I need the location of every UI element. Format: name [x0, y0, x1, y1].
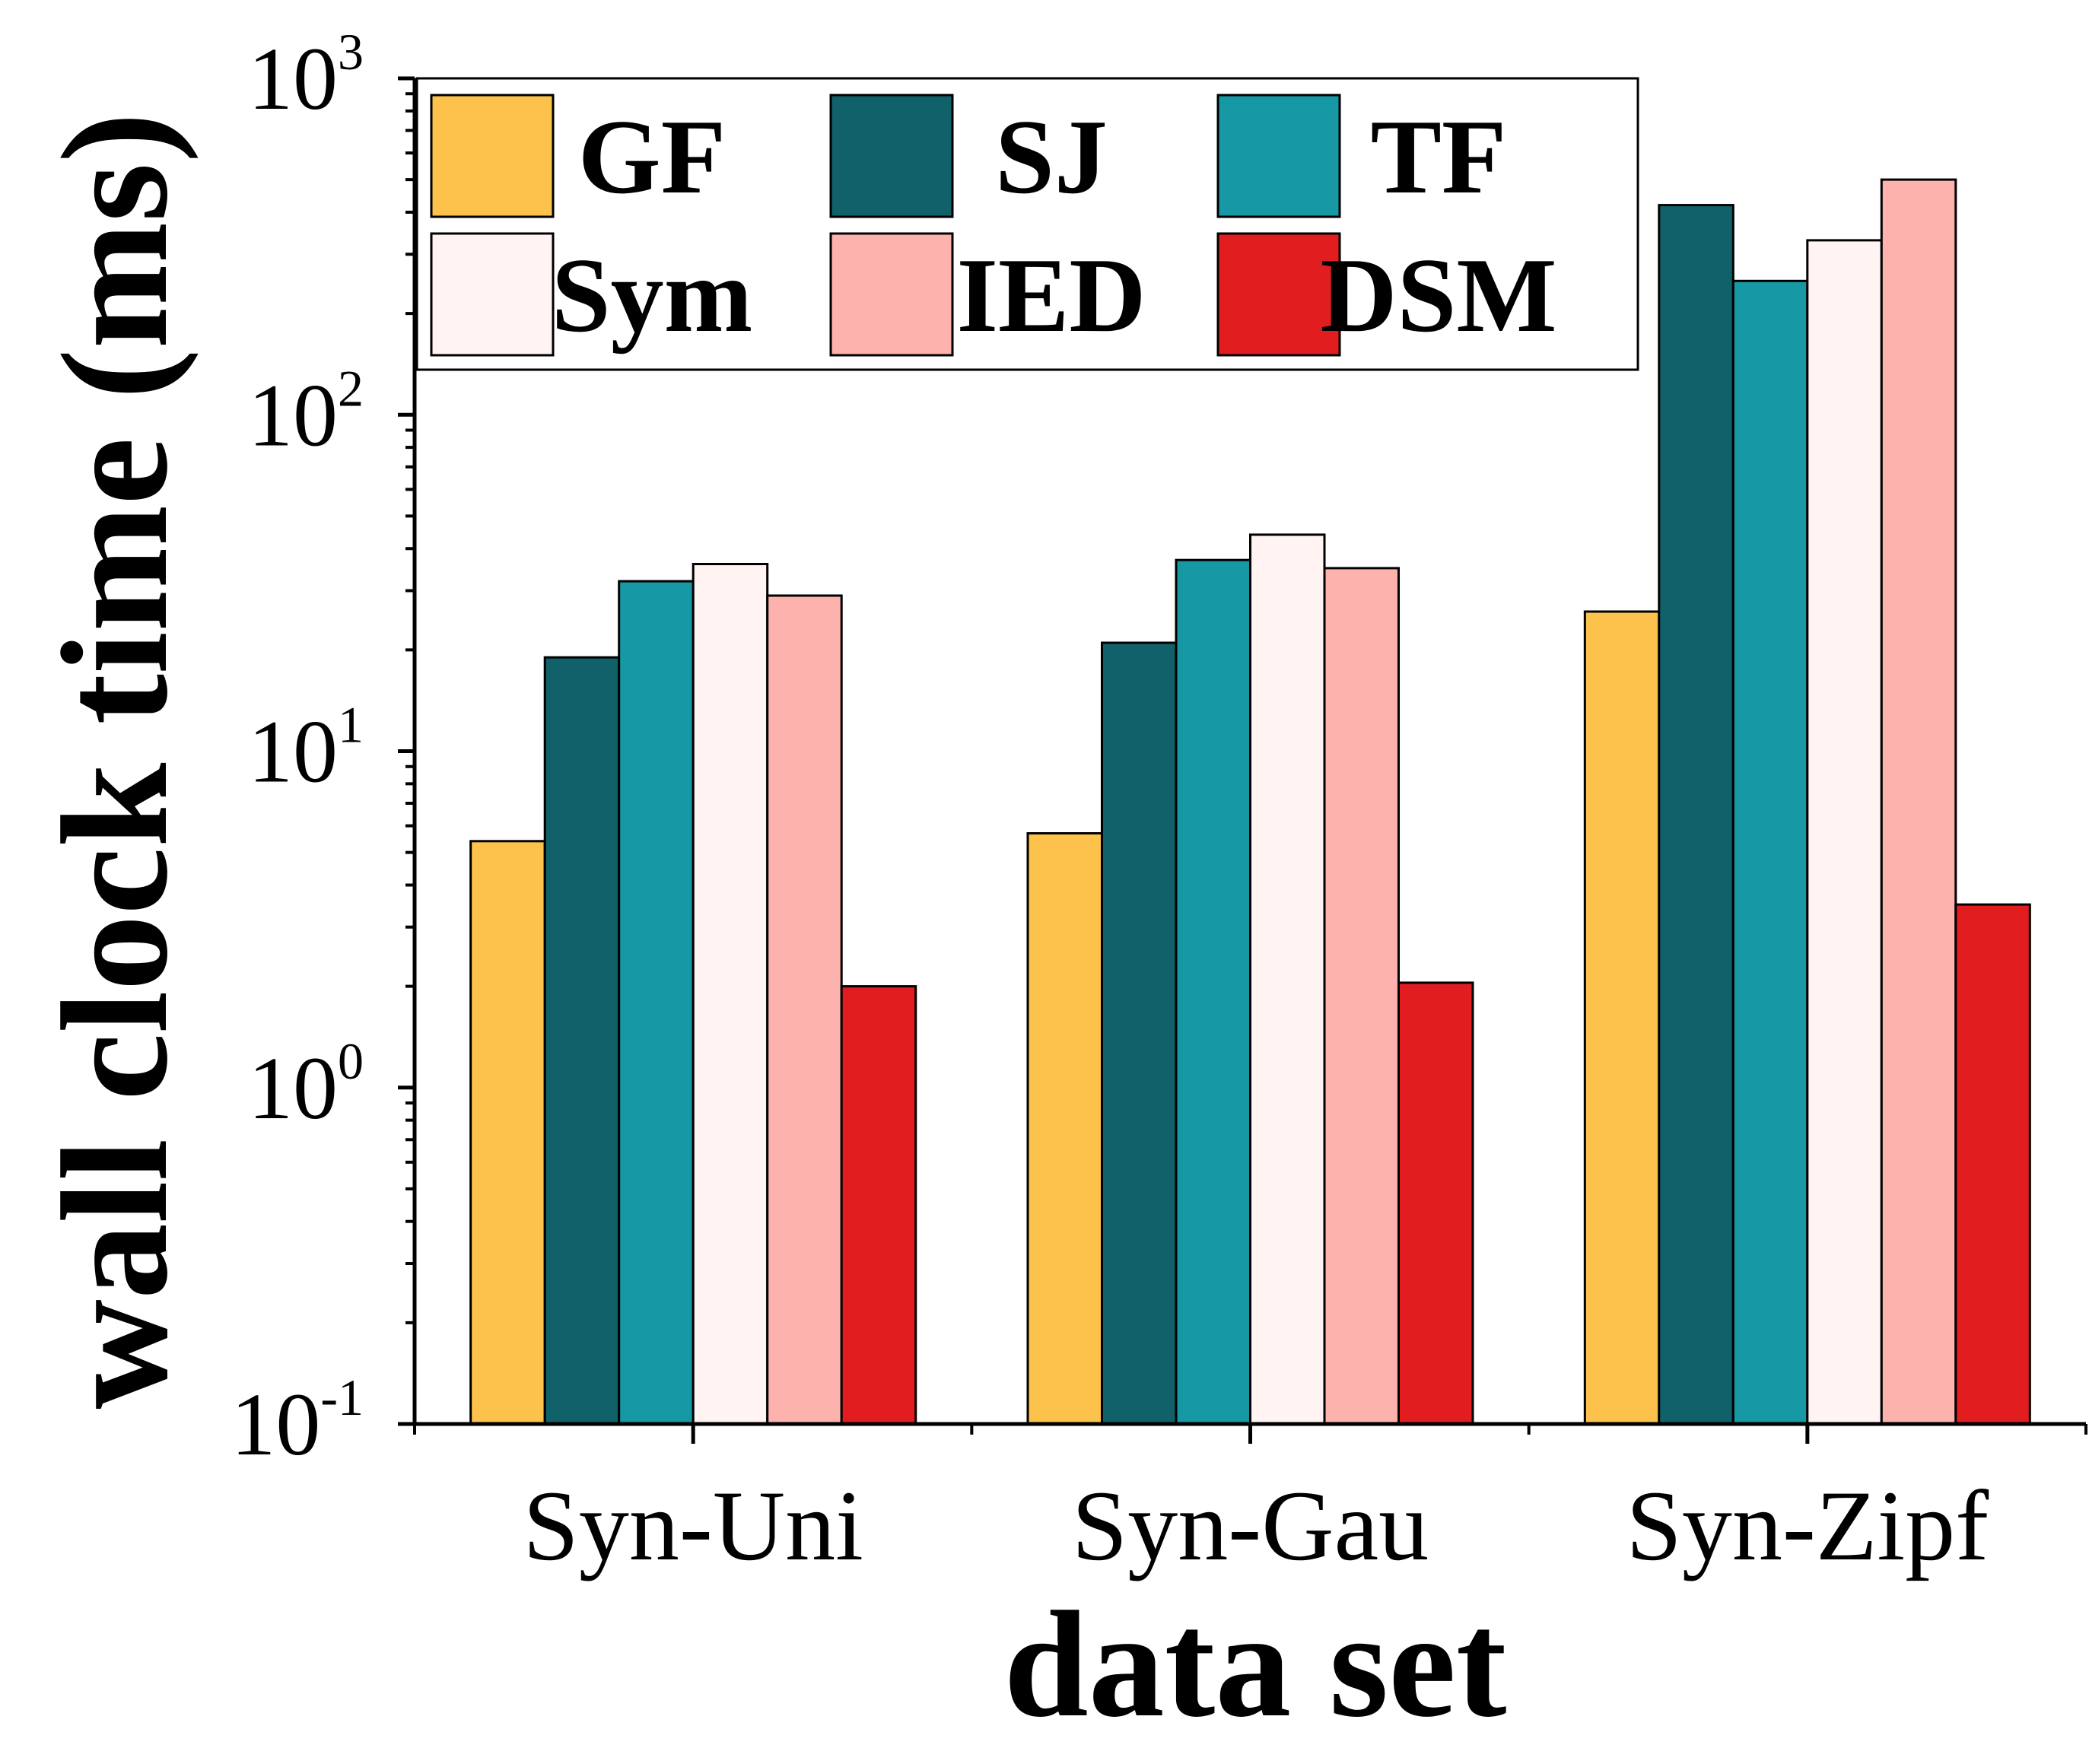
y-tick-labels: 10-1 100 101 102 103: [231, 23, 364, 1474]
legend-label-sym: Sym: [552, 237, 752, 354]
legend-label-dsm: DSM: [1320, 237, 1556, 354]
legend-swatch-dsm: [1216, 232, 1341, 357]
legend-box: [415, 77, 1639, 371]
y-axis-title: wall clock time (ms): [31, 112, 199, 1409]
legend-swatch-sj: [829, 94, 954, 218]
bar-ied-syn-gau: [1323, 567, 1400, 1426]
bar-tf-syn-gau: [1175, 558, 1251, 1426]
bar-sym-syn-gau: [1249, 533, 1326, 1426]
axes: [398, 76, 2087, 1444]
bar-sym-syn-zipf: [1806, 239, 1883, 1426]
bar-dsm-syn-gau: [1397, 981, 1474, 1426]
legend-label-sj: SJ: [995, 98, 1108, 216]
bar-sj-syn-zipf: [1658, 204, 1734, 1426]
x-tick-label: Syn-Zipf: [1626, 1470, 1989, 1581]
x-tick-labels: Syn-Uni Syn-Gau Syn-Zipf: [523, 1470, 1989, 1581]
y-tick-label: 100: [248, 1032, 364, 1138]
legend: GF SJ TF Sym IED DSM: [415, 77, 1639, 371]
bar-tf-syn-uni: [618, 580, 695, 1426]
legend-swatch-tf: [1216, 94, 1341, 218]
bar-gf-syn-zipf: [1583, 610, 1661, 1426]
bar-dsm-syn-uni: [840, 985, 917, 1426]
legend-swatch-ied: [829, 232, 954, 357]
legend-label-tf: TF: [1371, 98, 1507, 216]
legend-label-gf: GF: [578, 98, 726, 216]
legend-swatch-sym: [430, 232, 555, 357]
y-tick-label: 103: [248, 23, 364, 129]
y-tick-label: 101: [248, 696, 364, 802]
x-tick-label: Syn-Gau: [1072, 1470, 1429, 1581]
legend-swatch-gf: [430, 94, 555, 218]
bar-ied-syn-uni: [766, 594, 843, 1426]
x-tick-label: Syn-Uni: [523, 1470, 863, 1581]
bar-sj-syn-gau: [1101, 641, 1178, 1426]
x-axis-title: data set: [1003, 1581, 1506, 1749]
bar-gf-syn-uni: [469, 840, 546, 1426]
legend-label-ied: IED: [957, 237, 1146, 354]
bar-tf-syn-zipf: [1731, 279, 1809, 1426]
bar-dsm-syn-zipf: [1954, 903, 2031, 1426]
bar-sym-syn-uni: [692, 563, 769, 1426]
y-tick-label: 102: [248, 359, 364, 465]
bar-sj-syn-uni: [543, 656, 621, 1426]
y-tick-label: 10-1: [231, 1368, 364, 1474]
bars: [469, 178, 2031, 1426]
bar-gf-syn-gau: [1026, 832, 1103, 1426]
bar-ied-syn-zipf: [1880, 178, 1957, 1426]
